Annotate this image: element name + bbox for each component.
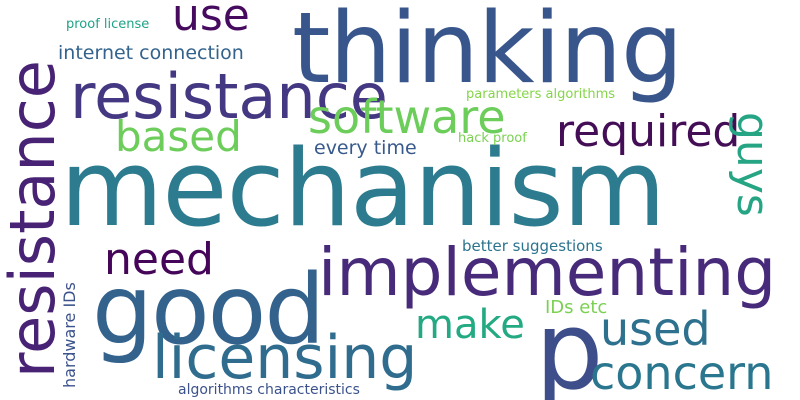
word-implementing: implementing bbox=[318, 234, 777, 311]
word-software: software bbox=[308, 90, 506, 144]
word-use: use bbox=[172, 0, 250, 41]
word-ids-etc: IDs etc bbox=[545, 297, 608, 318]
word-hardware-ids: hardware IDs bbox=[60, 282, 79, 388]
word-need: need bbox=[104, 234, 214, 285]
word-p: p bbox=[535, 289, 604, 400]
word-concern: concern bbox=[590, 346, 774, 400]
word-better-suggestions: better suggestions bbox=[462, 237, 603, 255]
word-required: required bbox=[556, 106, 741, 157]
word-internet-connection: internet connection bbox=[58, 42, 244, 64]
word-used: used bbox=[600, 302, 711, 356]
word-every-time: every time bbox=[314, 137, 417, 159]
word-based: based bbox=[115, 112, 242, 161]
word-piracy: resistance bbox=[70, 60, 388, 133]
word-hack-proof: hack proof bbox=[458, 131, 527, 146]
word-make: make bbox=[415, 302, 525, 348]
word-guys: guys bbox=[727, 112, 778, 217]
word-thinking: thinking bbox=[292, 0, 683, 106]
word-resistance: resistance bbox=[0, 60, 69, 378]
word-algorithms-characteristics: algorithms characteristics bbox=[178, 382, 360, 398]
word-licensing: licensing bbox=[152, 323, 418, 393]
word-good: good bbox=[92, 254, 325, 366]
word-parameters-algorithms: parameters algorithms bbox=[466, 87, 616, 102]
word-mechanism: mechanism bbox=[60, 127, 666, 250]
word-proof-license: proof license bbox=[66, 17, 150, 32]
